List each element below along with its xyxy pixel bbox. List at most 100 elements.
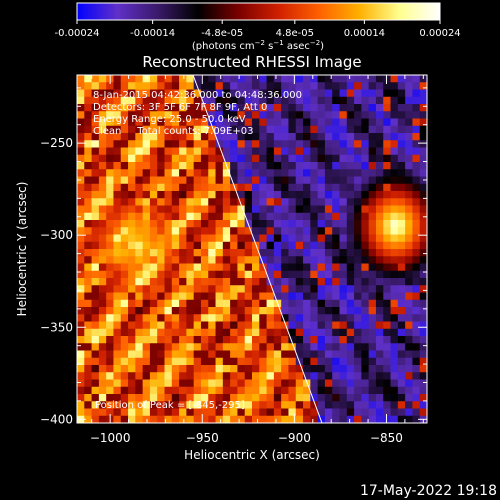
heatmap-cell: [412, 162, 421, 170]
heatmap-cell: [193, 343, 202, 351]
heatmap-cell: [397, 350, 406, 359]
heatmap-cell: [419, 292, 427, 301]
heatmap-cell: [208, 328, 216, 337]
heatmap-cell: [259, 220, 267, 228]
heatmap-cell: [215, 191, 224, 199]
heatmap-cell: [375, 183, 384, 192]
heatmap-cell: [157, 176, 165, 185]
heatmap-cell: [222, 278, 231, 286]
heatmap-cell: [164, 118, 173, 127]
heatmap-cell: [295, 183, 304, 192]
heatmap-cell: [252, 401, 260, 409]
heatmap-cell: [84, 343, 92, 351]
heatmap-cell: [295, 415, 304, 423]
heatmap-cell: [346, 205, 355, 214]
heatmap-cell: [324, 365, 333, 373]
heatmap-cell: [142, 147, 151, 156]
heatmap-cell: [193, 220, 202, 228]
heatmap-cell: [244, 104, 253, 112]
heatmap-cell: [390, 75, 399, 83]
heatmap-cell: [259, 111, 267, 119]
heatmap-cell: [252, 176, 260, 185]
heatmap-cell: [193, 321, 202, 330]
heatmap-cell: [128, 227, 136, 235]
heatmap-cell: [142, 140, 151, 148]
heatmap-cell: [113, 169, 122, 177]
annotation-time-range: 8-Jan-2015 04:42:36.000 to 04:48:36.000: [93, 90, 302, 101]
heatmap-cell: [412, 241, 421, 250]
heatmap-cell: [273, 212, 282, 221]
heatmap-cell: [412, 343, 421, 351]
heatmap-cell: [113, 372, 122, 380]
heatmap-cell: [135, 241, 144, 250]
heatmap-cell: [179, 111, 187, 119]
heatmap-cell: [84, 176, 92, 185]
heatmap-cell: [368, 234, 377, 243]
heatmap-cell: [113, 386, 122, 395]
heatmap-cell: [361, 162, 370, 170]
heatmap-cell: [106, 191, 114, 199]
heatmap-cell: [405, 96, 413, 105]
heatmap-cell: [106, 147, 114, 156]
heatmap-cell: [230, 307, 238, 315]
y-tick-label: −400: [40, 412, 73, 426]
heatmap-cell: [383, 89, 391, 98]
heatmap-cell: [157, 415, 165, 423]
heatmap-cell: [390, 321, 399, 330]
heatmap-cell: [208, 212, 216, 221]
heatmap-cell: [91, 75, 100, 83]
heatmap-cell: [149, 394, 158, 402]
heatmap-cell: [84, 162, 92, 170]
heatmap-cell: [237, 256, 246, 264]
heatmap-cell: [266, 365, 275, 373]
peak-position-label: Position of Peak = [-845,-295]: [95, 400, 245, 411]
heatmap-cell: [310, 212, 319, 221]
heatmap-cell: [252, 270, 260, 279]
heatmap-cell: [259, 162, 267, 170]
heatmap-cell: [332, 133, 340, 141]
heatmap-cell: [339, 307, 348, 315]
heatmap-cell: [244, 191, 253, 199]
heatmap-cell: [244, 285, 253, 293]
heatmap-cell: [128, 299, 136, 308]
heatmap-cell: [164, 169, 173, 177]
heatmap-cell: [266, 372, 275, 380]
heatmap-cell: [200, 386, 209, 395]
heatmap-cell: [390, 292, 399, 301]
heatmap-cell: [200, 125, 209, 134]
heatmap-cell: [368, 140, 377, 148]
heatmap-cell: [142, 118, 151, 127]
heatmap-cell: [259, 75, 267, 83]
heatmap-cell: [397, 191, 406, 199]
heatmap-cell: [91, 357, 100, 366]
heatmap-cell: [339, 96, 348, 105]
heatmap-cell: [106, 140, 114, 148]
heatmap-cell: [281, 270, 289, 279]
heatmap-cell: [215, 75, 224, 83]
heatmap-cell: [193, 249, 202, 257]
heatmap-cell: [179, 256, 187, 264]
heatmap-cell: [91, 227, 100, 235]
heatmap-cell: [390, 111, 399, 119]
heatmap-cell: [324, 321, 333, 330]
heatmap-cell: [266, 357, 275, 366]
heatmap-cell: [208, 140, 216, 148]
heatmap-cell: [354, 394, 362, 402]
heatmap-cell: [368, 249, 377, 257]
heatmap-cell: [222, 394, 231, 402]
heatmap-cell: [390, 104, 399, 112]
heatmap-cell: [171, 205, 180, 214]
heatmap-cell: [113, 314, 122, 322]
heatmap-cell: [237, 285, 246, 293]
heatmap-cell: [186, 307, 195, 315]
heatmap-cell: [317, 75, 326, 83]
heatmap-cell: [310, 408, 319, 417]
heatmap-cell: [412, 336, 421, 344]
heatmap-cell: [171, 162, 180, 170]
heatmap-cell: [295, 328, 304, 337]
heatmap-cell: [84, 75, 92, 83]
heatmap-cell: [113, 256, 122, 264]
heatmap-cell: [317, 278, 326, 286]
heatmap-cell: [288, 357, 297, 366]
heatmap-cell: [215, 256, 224, 264]
